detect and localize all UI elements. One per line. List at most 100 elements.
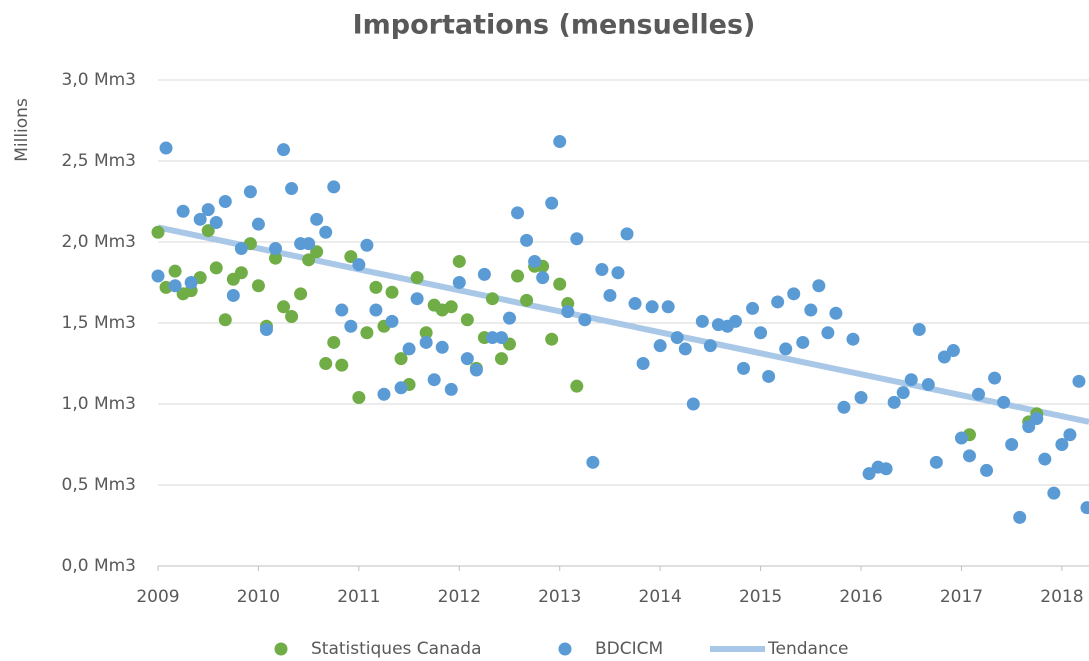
point (771, 295, 785, 309)
point (653, 339, 667, 353)
point (862, 467, 876, 481)
point (352, 391, 366, 405)
x-tick-label: 2009 (136, 587, 179, 607)
point (419, 326, 433, 340)
point (159, 141, 173, 155)
point (553, 135, 567, 149)
point (737, 361, 751, 375)
point (520, 233, 534, 247)
legend-label: BDCICM (595, 639, 663, 659)
point (645, 300, 659, 314)
point (168, 279, 182, 293)
point (754, 326, 768, 340)
point (586, 455, 600, 469)
x-tick-label: 2014 (639, 587, 682, 607)
point (779, 342, 793, 356)
point (394, 381, 408, 395)
point (269, 251, 283, 265)
point (494, 352, 508, 366)
point (520, 293, 534, 307)
point (1038, 452, 1052, 466)
point (485, 331, 499, 345)
point (251, 279, 265, 293)
point (1030, 412, 1044, 426)
point (201, 203, 215, 217)
y-tick-label: 2,0 Mm3 (62, 232, 136, 252)
point (972, 387, 986, 401)
point (469, 363, 483, 377)
point (912, 322, 926, 336)
point (1005, 438, 1019, 451)
legend-label: Tendance (767, 639, 849, 659)
y-tick-label: 0,5 Mm3 (62, 475, 136, 495)
point (251, 217, 265, 231)
point (904, 373, 918, 387)
point (218, 195, 232, 208)
point (980, 463, 994, 477)
point (728, 314, 742, 328)
point (302, 253, 316, 267)
point (410, 271, 424, 285)
point (427, 373, 441, 387)
point (628, 297, 642, 311)
point (226, 288, 240, 302)
point (277, 143, 291, 157)
point (1013, 510, 1027, 524)
point (319, 357, 333, 370)
point (511, 206, 525, 220)
point (369, 303, 383, 317)
point (377, 387, 391, 401)
point (344, 250, 358, 264)
point (218, 313, 232, 327)
point (452, 254, 466, 268)
point (545, 196, 559, 210)
point (511, 269, 525, 283)
point (302, 237, 316, 251)
point (352, 258, 366, 272)
point (327, 180, 341, 194)
x-tick-label: 2017 (940, 587, 983, 607)
point (578, 313, 592, 327)
legend-swatch (274, 642, 288, 656)
point (435, 340, 449, 354)
point (168, 264, 182, 278)
point (503, 311, 517, 325)
point (1022, 420, 1036, 434)
point (477, 267, 491, 281)
point (444, 300, 458, 314)
point (636, 357, 650, 370)
point (269, 241, 283, 255)
trend-line (157, 224, 1089, 425)
y-tick-label: 2,5 Mm3 (62, 151, 136, 171)
legend-label: Statistiques Canada (311, 639, 481, 659)
point (335, 303, 349, 317)
point (294, 287, 308, 301)
point (310, 212, 324, 226)
point (929, 455, 943, 469)
point (460, 352, 474, 366)
point (419, 335, 433, 349)
point (385, 314, 399, 328)
point (176, 204, 190, 218)
y-tick-label: 0,0 Mm3 (62, 556, 136, 576)
point (201, 224, 215, 238)
y-tick-label: 3,0 Mm3 (62, 70, 136, 90)
x-tick-label: 2015 (739, 587, 782, 607)
point (285, 310, 299, 324)
y-axis-title: Millions (12, 98, 32, 162)
point (879, 462, 893, 476)
x-tick-label: 2012 (438, 587, 481, 607)
point (277, 300, 291, 314)
point (812, 279, 826, 293)
point (319, 225, 333, 239)
point (394, 352, 408, 366)
x-tick-label: 2016 (839, 587, 882, 607)
point (193, 212, 207, 226)
point (1072, 374, 1086, 388)
point (686, 397, 700, 411)
point (854, 391, 868, 405)
point (460, 313, 474, 327)
point (1080, 501, 1089, 515)
point (620, 227, 634, 241)
point (570, 232, 584, 246)
